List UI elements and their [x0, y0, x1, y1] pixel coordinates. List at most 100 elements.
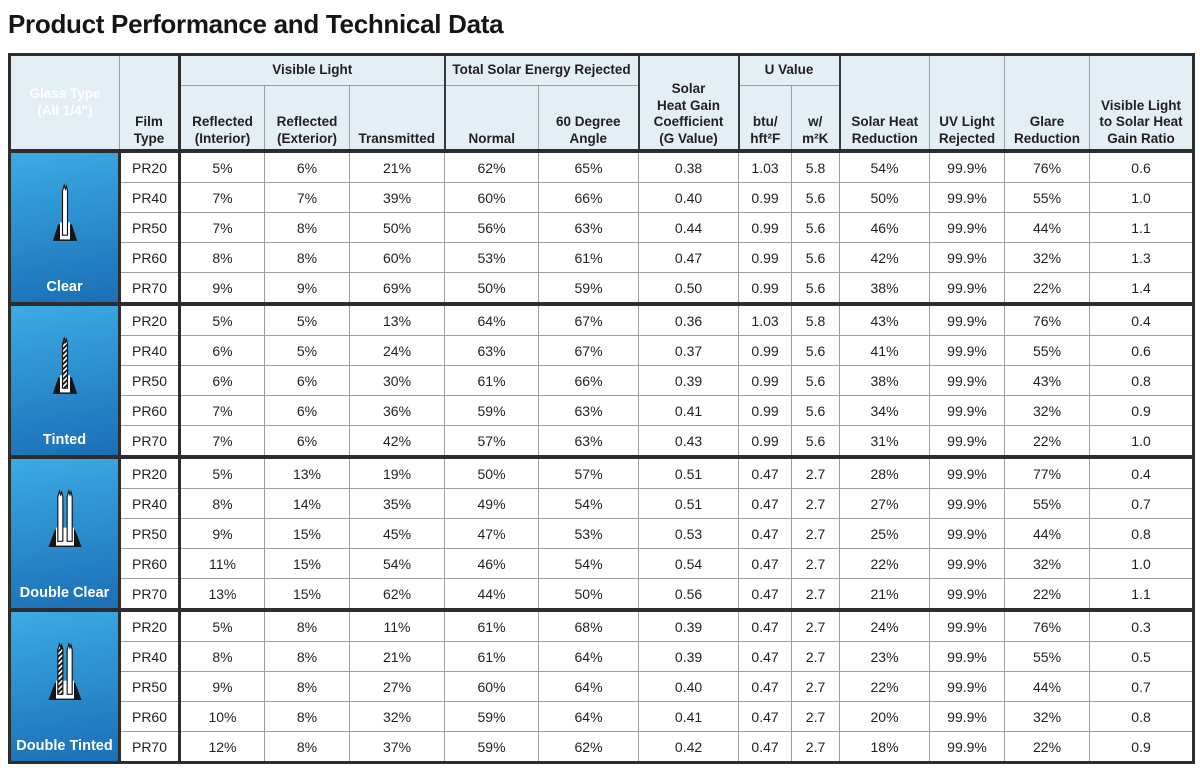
value-cell: 45%	[348, 518, 446, 549]
value-cell: 61%	[444, 365, 540, 396]
value-cell: 59%	[444, 395, 540, 426]
film-type-cell: PR50	[119, 518, 181, 549]
value-cell: 8%	[264, 608, 350, 642]
value-cell: 0.9	[1089, 731, 1195, 763]
value-cell: 0.99	[738, 365, 793, 396]
value-cell: 1.0	[1089, 548, 1195, 579]
value-cell: 5%	[264, 335, 350, 366]
value-cell: 64%	[444, 302, 540, 336]
value-cell: 0.54	[638, 548, 740, 579]
value-cell: 34%	[839, 395, 931, 426]
performance-table: Glass Type (All 1/4") Film Type Visible …	[8, 53, 1196, 764]
value-cell: 64%	[538, 641, 640, 672]
u-value-group-header: U Value	[737, 54, 841, 86]
value-cell: 0.6	[1089, 149, 1195, 183]
value-cell: 59%	[538, 272, 640, 305]
value-cell: 22%	[839, 671, 931, 702]
value-cell: 63%	[538, 425, 640, 458]
value-cell: 13%	[264, 455, 350, 489]
transmitted-header: Transmitted	[348, 85, 446, 152]
value-cell: 6%	[264, 425, 350, 458]
value-cell: 2.7	[791, 671, 841, 702]
value-cell: 9%	[179, 671, 265, 702]
value-cell: 8%	[179, 242, 265, 273]
value-cell: 28%	[839, 455, 931, 489]
value-cell: 35%	[348, 488, 446, 519]
value-cell: 55%	[1004, 641, 1091, 672]
value-cell: 60%	[444, 671, 540, 702]
value-cell: 6%	[264, 395, 350, 426]
value-cell: 44%	[1004, 671, 1091, 702]
value-cell: 15%	[264, 548, 350, 579]
value-cell: 0.36	[638, 302, 740, 336]
value-cell: 0.38	[638, 149, 740, 183]
value-cell: 76%	[1004, 149, 1091, 183]
value-cell: 32%	[1004, 701, 1091, 732]
btu-header: btu/ hft²F	[737, 85, 793, 152]
clear-glass-icon	[45, 182, 85, 244]
value-cell: 0.42	[638, 731, 740, 763]
value-cell: 66%	[538, 365, 640, 396]
double-tinted-glass-icon	[42, 641, 88, 703]
value-cell: 15%	[264, 578, 350, 611]
value-cell: 8%	[264, 641, 350, 672]
value-cell: 2.7	[791, 731, 841, 763]
value-cell: 25%	[839, 518, 931, 549]
value-cell: 5.6	[791, 425, 841, 458]
value-cell: 67%	[538, 335, 640, 366]
value-cell: 0.99	[738, 272, 793, 305]
film-type-header: Film Type	[119, 54, 181, 152]
value-cell: 0.44	[638, 212, 740, 243]
film-type-cell: PR60	[119, 548, 181, 579]
value-cell: 50%	[348, 212, 446, 243]
tinted-glass-icon	[45, 335, 85, 397]
value-cell: 20%	[839, 701, 931, 732]
value-cell: 43%	[1004, 365, 1091, 396]
value-cell: 2.7	[791, 518, 841, 549]
value-cell: 0.8	[1089, 701, 1195, 732]
value-cell: 0.99	[738, 335, 793, 366]
film-type-cell: PR40	[119, 641, 181, 672]
value-cell: 0.99	[738, 212, 793, 243]
value-cell: 66%	[538, 182, 640, 213]
value-cell: 99.9%	[929, 671, 1006, 702]
value-cell: 5.8	[791, 302, 841, 336]
film-type-cell: PR60	[119, 701, 181, 732]
value-cell: 9%	[179, 518, 265, 549]
value-cell: 1.0	[1089, 182, 1195, 213]
table-body: Clear PR20 5% 6% 21% 62% 65% 0.38 1.03 5.8 54% 99.9…	[9, 149, 1195, 763]
value-cell: 54%	[538, 548, 640, 579]
value-cell: 0.51	[638, 488, 740, 519]
wm2k-header: w/ m²K	[791, 85, 841, 152]
normal-header: Normal	[443, 85, 540, 152]
value-cell: 0.5	[1089, 641, 1195, 672]
value-cell: 8%	[264, 671, 350, 702]
value-cell: 21%	[839, 578, 931, 611]
value-cell: 8%	[264, 731, 350, 763]
double-clear-glass-icon	[42, 488, 88, 550]
value-cell: 1.03	[738, 302, 793, 336]
value-cell: 99.9%	[929, 455, 1006, 489]
value-cell: 55%	[1004, 335, 1091, 366]
film-type-cell: PR70	[119, 272, 181, 305]
value-cell: 11%	[179, 548, 265, 579]
value-cell: 2.7	[791, 578, 841, 611]
value-cell: 44%	[1004, 212, 1091, 243]
glass-type-cell: Double Clear	[9, 455, 121, 611]
value-cell: 7%	[179, 425, 265, 458]
value-cell: 61%	[444, 608, 540, 642]
value-cell: 19%	[348, 455, 446, 489]
value-cell: 8%	[264, 701, 350, 732]
value-cell: 0.47	[738, 455, 793, 489]
table-row: PR60 8% 8% 60% 53% 61% 0.47 0.99 5.6 42% 99.9% 32% 1…	[10, 242, 1195, 273]
value-cell: 77%	[1004, 455, 1091, 489]
value-cell: 76%	[1004, 608, 1091, 642]
value-cell: 32%	[1004, 395, 1091, 426]
value-cell: 5.6	[791, 272, 841, 305]
value-cell: 0.53	[638, 518, 740, 549]
value-cell: 0.39	[638, 608, 740, 642]
table-row: PR50 6% 6% 30% 61% 66% 0.39 0.99 5.6 38% 99.9% 43% 0…	[10, 365, 1195, 396]
value-cell: 56%	[444, 212, 540, 243]
value-cell: 0.47	[738, 578, 793, 611]
value-cell: 1.3	[1089, 242, 1195, 273]
